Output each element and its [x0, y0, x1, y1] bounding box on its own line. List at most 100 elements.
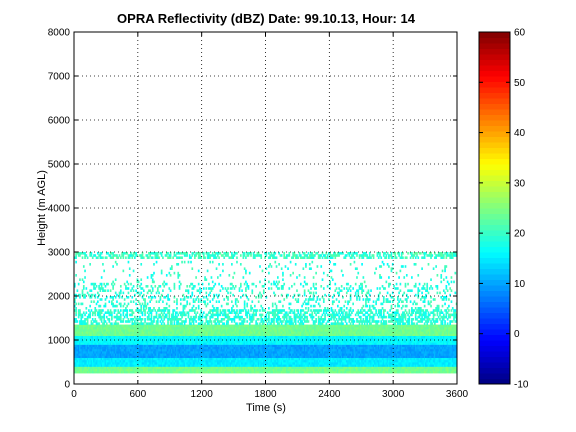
reflectivity-cell: [407, 357, 409, 361]
reflectivity-cell: [89, 370, 91, 374]
reflectivity-cell: [312, 346, 315, 350]
reflectivity-cell: [344, 362, 347, 365]
reflectivity-cell: [440, 370, 443, 374]
reflectivity-cell: [132, 364, 135, 367]
reflectivity-cell: [264, 344, 266, 347]
reflectivity-cell: [326, 344, 329, 347]
reflectivity-cell: [381, 359, 384, 363]
reflectivity-cell: [428, 366, 431, 369]
reflectivity-cell: [214, 359, 217, 363]
reflectivity-cell: [377, 351, 380, 354]
reflectivity-cell: [100, 362, 103, 365]
reflectivity-cell: [361, 340, 363, 343]
reflectivity-cell: [108, 366, 111, 369]
reflectivity-cell: [422, 340, 425, 343]
reflectivity-cell: [356, 337, 358, 341]
reflectivity-cell: [225, 355, 228, 358]
reflectivity-cell: [102, 337, 104, 341]
reflectivity-cell: [307, 346, 310, 350]
reflectivity-cell: [245, 344, 247, 347]
reflectivity-cell: [270, 348, 273, 352]
reflectivity-cell: [234, 353, 237, 356]
reflectivity-cell: [299, 364, 302, 367]
reflectivity-cell: [407, 364, 409, 367]
reflectivity-cell: [245, 368, 247, 372]
reflectivity-cell: [375, 368, 377, 372]
reflectivity-cell: [118, 340, 121, 343]
reflectivity-cell: [185, 362, 187, 365]
reflectivity-cell: [299, 335, 302, 339]
reflectivity-cell: [296, 344, 298, 347]
reflectivity-cell: [280, 359, 283, 363]
reflectivity-cell: [218, 344, 220, 347]
reflectivity-cell: [400, 335, 403, 339]
reflectivity-cell: [379, 366, 381, 369]
reflectivity-cell: [254, 344, 256, 347]
reflectivity-cell: [205, 337, 208, 341]
reflectivity-cell: [75, 368, 77, 372]
reflectivity-cell: [169, 340, 172, 343]
reflectivity-cell: [376, 368, 379, 372]
reflectivity-cell: [329, 346, 332, 350]
reflectivity-cell: [407, 353, 409, 356]
reflectivity-cell: [326, 355, 329, 358]
reflectivity-cell: [292, 335, 294, 339]
reflectivity-cell: [165, 340, 168, 343]
reflectivity-cell: [233, 346, 236, 350]
reflectivity-cell: [172, 346, 174, 350]
reflectivity-cell: [199, 366, 201, 369]
reflectivity-cell: [270, 353, 273, 356]
reflectivity-cell: [356, 362, 358, 365]
reflectivity-cell: [423, 346, 426, 350]
reflectivity-cell: [146, 335, 149, 339]
reflectivity-cell: [153, 346, 155, 350]
reflectivity-cell: [368, 362, 371, 365]
reflectivity-cell: [164, 355, 167, 358]
reflectivity-cell: [357, 351, 360, 354]
reflectivity-cell: [405, 344, 408, 347]
reflectivity-cell: [219, 340, 222, 343]
reflectivity-cell: [119, 366, 122, 369]
reflectivity-cell: [413, 348, 416, 352]
reflectivity-cell: [148, 368, 150, 372]
reflectivity-cell: [186, 359, 189, 363]
reflectivity-cell: [174, 366, 177, 369]
reflectivity-cell: [428, 370, 431, 374]
reflectivity-cell: [194, 355, 196, 358]
reflectivity-cell: [343, 348, 346, 352]
reflectivity-cell: [421, 344, 423, 347]
reflectivity-cell: [76, 362, 79, 365]
reflectivity-cell: [239, 364, 242, 367]
reflectivity-cell: [94, 335, 97, 339]
reflectivity-cell: [148, 362, 150, 365]
reflectivity-cell: [223, 348, 226, 352]
reflectivity-cell: [219, 366, 222, 369]
reflectivity-cell: [154, 351, 157, 354]
reflectivity-cell: [359, 340, 362, 343]
reflectivity-cell: [194, 362, 196, 365]
reflectivity-cell: [185, 370, 187, 374]
reflectivity-cell: [293, 335, 296, 339]
reflectivity-cell: [142, 359, 145, 363]
reflectivity-cell: [264, 368, 266, 372]
reflectivity-cell: [122, 346, 125, 350]
reflectivity-cell: [74, 348, 76, 352]
reflectivity-cell: [254, 362, 256, 365]
reflectivity-cell: [334, 353, 337, 356]
reflectivity-cell: [220, 342, 223, 345]
reflectivity-cell: [412, 342, 414, 345]
reflectivity-cell: [259, 344, 261, 347]
reflectivity-cell: [102, 346, 104, 350]
reflectivity-cell: [448, 359, 450, 363]
reflectivity-cell: [130, 359, 132, 363]
reflectivity-cell: [123, 364, 126, 367]
reflectivity-cell: [222, 335, 224, 339]
reflectivity-cell: [437, 362, 440, 365]
reflectivity-cell: [206, 362, 209, 365]
reflectivity-cell: [252, 351, 255, 354]
reflectivity-cell: [278, 357, 280, 361]
reflectivity-cell: [283, 359, 286, 363]
reflectivity-cell: [149, 366, 151, 369]
reflectivity-cell: [227, 353, 229, 356]
reflectivity-cell: [270, 342, 273, 345]
